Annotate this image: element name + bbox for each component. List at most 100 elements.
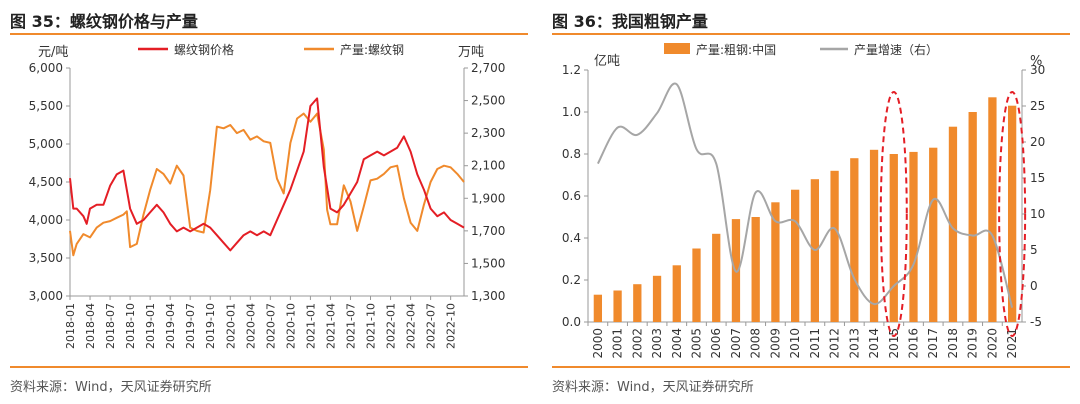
y-tick-label-right: 1,700 xyxy=(471,224,505,238)
bar xyxy=(929,147,938,322)
bar xyxy=(633,284,642,322)
y-tick-label-left: 6,000 xyxy=(29,61,63,75)
bar xyxy=(771,202,780,322)
legend-label-output: 产量:螺纹钢 xyxy=(340,43,404,57)
x-tick-label: 2019-10 xyxy=(204,303,217,349)
unit-left: 元/吨 xyxy=(38,45,68,60)
y-tick-label-right: 30 xyxy=(1030,63,1045,77)
bar xyxy=(1007,105,1017,322)
x-tick-label: 2008 xyxy=(749,328,763,359)
x-tick-label: 2018-10 xyxy=(124,303,137,349)
unit-left: 亿吨 xyxy=(594,54,620,69)
series-line-price xyxy=(69,97,465,252)
x-tick-label: 2010 xyxy=(788,328,802,359)
chart-title-left: 图 35：螺纹钢价格与产量 xyxy=(10,12,198,31)
x-tick-label: 2019-07 xyxy=(184,303,197,349)
bar xyxy=(672,265,681,322)
title-rule-left xyxy=(10,33,528,35)
x-tick-label: 2020-10 xyxy=(284,303,297,349)
unit-right: % xyxy=(1030,54,1042,69)
x-tick-label: 2021-04 xyxy=(324,303,337,349)
x-tick-label: 2021-07 xyxy=(344,303,357,349)
y-tick-label-left: 4,500 xyxy=(29,175,63,189)
y-tick-label-right: 1,300 xyxy=(471,289,505,303)
x-tick-label: 2018-04 xyxy=(84,303,97,349)
y-tick-label-right: 0 xyxy=(1030,279,1038,293)
x-tick-label: 2022-07 xyxy=(425,303,438,349)
x-tick-label: 2002 xyxy=(630,328,644,359)
x-tick-label: 2017 xyxy=(926,328,940,359)
x-tick-label: 2022-01 xyxy=(385,303,398,349)
x-tick-label: 2013 xyxy=(847,328,861,359)
y-tick-label-left: 1.0 xyxy=(562,105,581,119)
x-tick-label: 2006 xyxy=(709,328,723,359)
x-tick-label: 2012 xyxy=(828,328,842,359)
bar xyxy=(889,154,898,322)
x-tick-label: 2020-01 xyxy=(224,303,237,349)
x-tick-label: 2004 xyxy=(670,328,684,359)
legend-label-line: 产量增速（右） xyxy=(854,42,938,57)
y-tick-label-left: 1.2 xyxy=(562,63,581,77)
legend-label-price: 螺纹钢价格 xyxy=(174,42,234,57)
source-note-left: 资料来源：Wind，天风证券研究所 xyxy=(10,380,212,395)
bar xyxy=(869,149,879,322)
bar xyxy=(712,233,721,322)
chart-panel-left: 图 35：螺纹钢价格与产量 3,000 3,500 4,000 4,500 5,000 5… xyxy=(10,0,532,404)
series-line-output xyxy=(69,112,465,257)
bar xyxy=(909,151,918,322)
title-rule-right xyxy=(552,33,1070,35)
x-tick-label: 2007 xyxy=(729,328,743,359)
y-tick-label-left: 0.8 xyxy=(562,147,581,161)
x-tick-label: 2015 xyxy=(887,328,901,359)
chart-panel-right: 图 36：我国粗钢产量 0.0 0.2 0.4 0.6 0.8 1.0 1.2 -5 0 5 10 1… xyxy=(552,0,1074,404)
x-tick-label: 2018-07 xyxy=(104,303,117,349)
y-tick-label-right: 1,500 xyxy=(471,256,505,270)
y-tick-label-right: -5 xyxy=(1030,315,1042,329)
legend-swatch-bar xyxy=(664,43,690,54)
y-tick-label-left: 3,000 xyxy=(29,289,63,303)
x-tick-label: 2020-07 xyxy=(264,303,277,349)
y-tick-label-right: 2,300 xyxy=(471,126,505,140)
y-tick-label-right: 2,700 xyxy=(471,61,505,75)
x-tick-label: 2009 xyxy=(768,328,782,359)
x-tick-label: 2022-10 xyxy=(445,303,458,349)
bar xyxy=(751,217,760,322)
chart-left-svg: 3,000 3,500 4,000 4,500 5,000 5,500 6,000 1,300… xyxy=(29,42,506,349)
y-tick-label-right: 2,100 xyxy=(471,159,505,173)
x-tick-label: 2020-04 xyxy=(244,303,257,349)
legend-label-bar: 产量:粗钢:中国 xyxy=(696,42,776,57)
series-line-growth xyxy=(597,82,1014,308)
y-tick-label-left: 0.2 xyxy=(562,273,581,287)
x-tick-label: 2005 xyxy=(690,328,704,359)
x-tick-label: 2020 xyxy=(985,328,999,359)
x-tick-label: 2018 xyxy=(946,328,960,359)
footer-rule-right xyxy=(552,366,1070,368)
y-tick-label-right: 5 xyxy=(1030,243,1038,257)
source-note-right: 资料来源：Wind，天风证券研究所 xyxy=(552,380,754,395)
y-tick-label-left: 5,500 xyxy=(29,99,63,113)
y-tick-label-left: 0.4 xyxy=(562,231,581,245)
x-tick-label: 2018-01 xyxy=(64,303,77,349)
highlight-ellipse-2015 xyxy=(879,91,908,337)
x-tick-label: 2019 xyxy=(966,328,980,359)
bar xyxy=(988,97,997,322)
y-tick-label-left: 0.6 xyxy=(562,189,581,203)
x-tick-label: 2003 xyxy=(650,328,664,359)
x-tick-label: 2021-10 xyxy=(365,303,378,349)
y-tick-label-right: 25 xyxy=(1030,99,1045,113)
x-tick-label: 2019-04 xyxy=(164,303,177,349)
footer-rule-left xyxy=(10,366,528,368)
y-tick-label-left: 3,500 xyxy=(29,251,63,265)
bar xyxy=(968,112,977,322)
bar xyxy=(692,248,701,322)
unit-right: 万吨 xyxy=(458,45,484,60)
highlight-ellipse-2021 xyxy=(998,91,1027,337)
x-tick-label: 2000 xyxy=(591,328,605,359)
x-tick-label: 2019-01 xyxy=(144,303,157,349)
y-tick-label-left: 4,000 xyxy=(29,213,63,227)
bar xyxy=(593,294,603,322)
y-tick-label-left: 5,000 xyxy=(29,137,63,151)
bar xyxy=(850,158,859,322)
x-tick-label: 2021 xyxy=(1005,328,1019,359)
bar xyxy=(790,189,800,322)
